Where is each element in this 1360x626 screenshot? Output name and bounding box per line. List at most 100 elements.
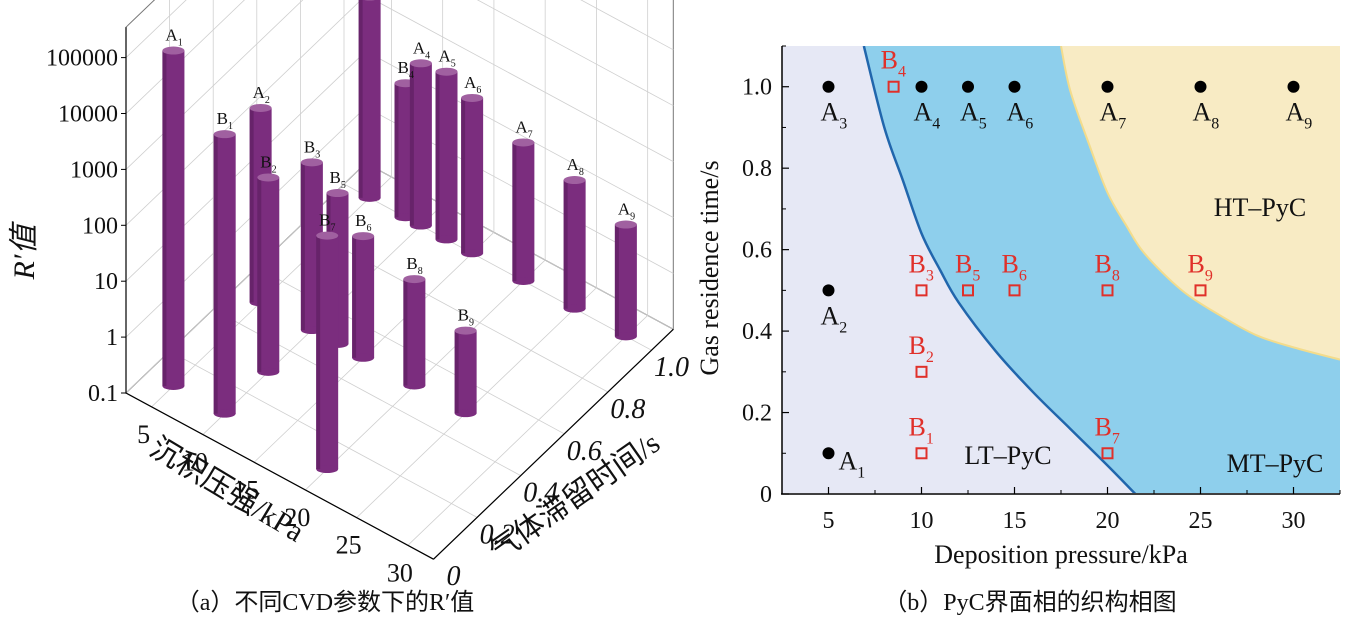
- bar-base: [316, 465, 339, 474]
- point-b-label: B1: [909, 412, 934, 447]
- bar-shade: [614, 224, 619, 337]
- bar-label: A7: [515, 117, 532, 140]
- x-tick-label: 5: [823, 508, 835, 534]
- z-grid-line: [125, 0, 674, 226]
- bar-shade: [213, 134, 218, 414]
- point-b-label: B3: [909, 249, 934, 284]
- y-axis-title: Gas residence time/s: [695, 160, 724, 375]
- point-b: [915, 447, 928, 460]
- bar-label: B6: [355, 211, 371, 234]
- bar-body: [454, 330, 477, 414]
- bar: [352, 232, 375, 362]
- panel-a-3d-bar-chart: 0.1 1 10 100 1000 10000 100000 5 10 15 20 25 30 0 0.…: [8, 0, 689, 592]
- bar-shade: [300, 162, 305, 331]
- bar-top: [563, 176, 586, 185]
- point-a-label: A7: [1100, 98, 1127, 133]
- bar-label: A6: [464, 73, 481, 96]
- bar-base: [614, 332, 637, 341]
- bar-body: [352, 236, 375, 358]
- bar-top: [300, 158, 323, 167]
- point-a: [1287, 80, 1300, 93]
- bar-top: [454, 326, 477, 335]
- bar-body: [409, 63, 432, 226]
- bar-label: B3: [304, 137, 320, 160]
- bar-top: [352, 232, 375, 241]
- bar-shade: [394, 83, 399, 218]
- y-grid-line: [299, 0, 609, 393]
- bar-shade: [454, 330, 459, 414]
- x-tick-label: 25: [336, 531, 362, 560]
- point-a: [822, 284, 835, 297]
- point-a: [1194, 80, 1207, 93]
- point-a-label: A8: [1193, 98, 1220, 133]
- bar-label: A8: [567, 155, 584, 178]
- bar-label: B4: [398, 58, 414, 81]
- bar-top: [257, 173, 280, 182]
- y-tick-label: 0.2: [742, 401, 772, 427]
- z-tick-label: 100: [82, 213, 118, 239]
- bar: [358, 0, 381, 202]
- bar-top: [162, 46, 185, 55]
- y-tick-label: 0: [760, 482, 772, 508]
- bar-shade: [403, 279, 408, 386]
- bar: [563, 176, 586, 313]
- data-points: A1 A2 A3 A4 A5 A6 A7 A8 A9 B1 B2 B3 B4 B5 B6 B7 B8 B9: [821, 46, 1313, 482]
- bar: [162, 46, 185, 390]
- y-tick-label: 1.0: [742, 75, 772, 101]
- bar-label: B9: [458, 306, 474, 329]
- bar-body: [213, 134, 236, 414]
- point-b-label: B2: [909, 331, 934, 366]
- y-axis-line: [433, 328, 674, 560]
- y-tick-label: 0.8: [742, 156, 772, 182]
- point-a-label: A2: [821, 301, 848, 336]
- y-grid-line: [343, 0, 652, 351]
- bar-top: [316, 231, 339, 240]
- point-b: [1101, 284, 1114, 297]
- x-tick-label: 30: [1282, 508, 1306, 534]
- y-tick-label: 0.6: [567, 436, 602, 467]
- bar-base: [352, 353, 375, 362]
- bar-body: [257, 177, 280, 372]
- bar-base: [435, 235, 458, 244]
- bar-label: A9: [618, 200, 635, 223]
- point-b: [1194, 284, 1207, 297]
- point-a-label: A6: [1007, 98, 1034, 133]
- point-a: [962, 80, 974, 93]
- bar-base: [512, 276, 535, 285]
- y-tick-label: 1.0: [654, 352, 689, 383]
- point-b: [915, 284, 928, 297]
- bar-label: B2: [260, 152, 276, 175]
- bar-shade: [249, 107, 254, 303]
- bar: [316, 231, 339, 474]
- bar-shade: [162, 50, 167, 386]
- point-a-label: A9: [1286, 98, 1313, 133]
- bar-label: B8: [406, 254, 422, 277]
- x-grid-line: [407, 0, 649, 546]
- bar-label: A5: [439, 47, 456, 70]
- x-tick-label: 10: [182, 448, 208, 477]
- bar-base: [403, 381, 426, 390]
- bar-body: [614, 224, 637, 337]
- mt-ht-boundary-line: [1060, 46, 1340, 361]
- bar: [403, 275, 426, 390]
- bars-group: [162, 0, 637, 474]
- bar: [257, 173, 280, 376]
- y-tick-label: 0.4: [523, 478, 558, 509]
- bar-body: [512, 142, 535, 281]
- bar-label: B1: [217, 109, 233, 132]
- point-b-label: B5: [955, 249, 980, 284]
- bar-shade: [316, 235, 321, 470]
- bar-labels-group: A3B4A4A5A6A7A8A9A2B3B5B6B8B9B2A1B1B7: [165, 26, 635, 329]
- bar-top: [512, 138, 535, 147]
- caption-a: （a）不同CVD参数下的R′值: [176, 589, 475, 616]
- bar-body: [563, 180, 586, 309]
- bar-top: [461, 93, 484, 102]
- bar-body: [435, 71, 458, 240]
- bar-top: [409, 59, 432, 68]
- x-axis-line: [125, 392, 434, 560]
- point-b-label: B7: [1095, 412, 1120, 447]
- x-axis-title: Deposition pressure/kPa: [934, 540, 1188, 569]
- point-a: [915, 80, 928, 93]
- region-label-mt: MT–PyC: [1227, 449, 1324, 478]
